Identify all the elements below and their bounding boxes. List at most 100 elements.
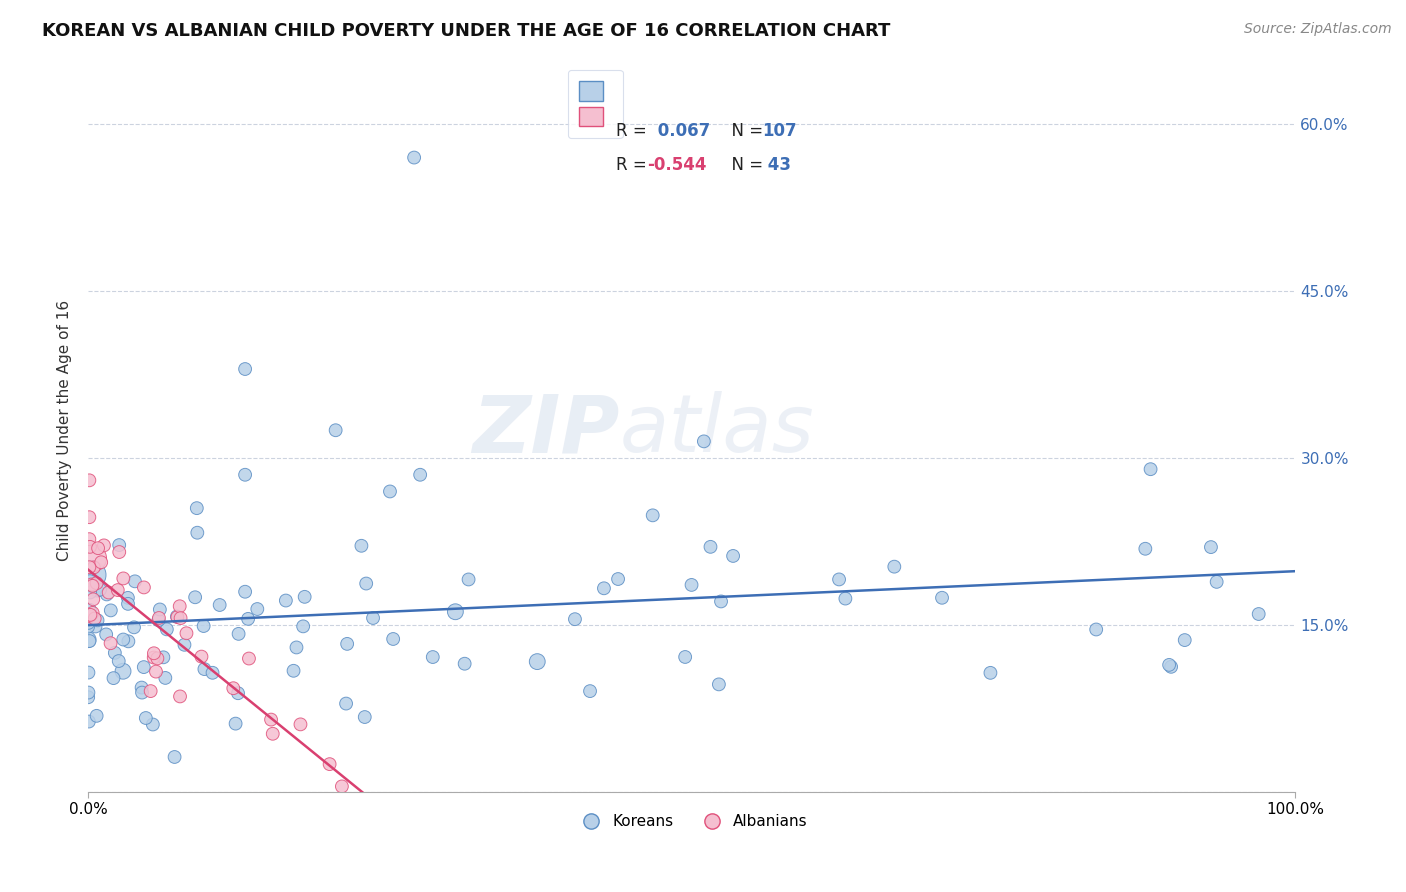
Point [201,665,224,680]
Point [1247,607,1270,621]
Point [226,686,249,700]
Point [82,579,104,593]
Point [336,637,359,651]
Point [142,646,165,660]
Point [354,576,377,591]
Point [361,611,384,625]
Point [186,501,208,516]
Point [228,627,250,641]
Point [166,609,188,624]
Point [353,710,375,724]
Point [238,651,260,665]
Point [139,684,162,698]
Point [1159,657,1181,672]
Point [350,539,373,553]
Point [176,626,198,640]
Point [80,568,103,582]
Point [262,727,284,741]
Text: 43: 43 [762,156,792,174]
Point [593,582,616,596]
Point [107,583,129,598]
Point [208,598,231,612]
Point [80,577,103,591]
Point [325,423,347,437]
Point [83,611,105,625]
Point [166,610,188,624]
Point [1205,574,1227,589]
Point [96,627,118,641]
Point [193,619,215,633]
Point [77,615,100,630]
Y-axis label: Child Poverty Under the Age of 16: Child Poverty Under the Age of 16 [58,300,72,561]
Point [79,560,101,574]
Point [222,681,245,696]
Point [77,619,100,633]
Point [444,605,467,619]
Point [124,574,146,589]
Point [89,582,111,597]
Point [117,634,139,648]
Point [84,619,107,633]
Text: -0.544: -0.544 [647,156,706,174]
Point [146,651,169,665]
Point [79,532,101,546]
Point [190,649,212,664]
Text: ZIP: ZIP [472,392,620,469]
Point [378,484,401,499]
Point [186,525,208,540]
Point [1135,541,1157,556]
Point [77,714,100,729]
Point [931,591,953,605]
Point [131,685,153,699]
Point [274,593,297,607]
Point [409,467,432,482]
Point [707,677,730,691]
Point [1139,462,1161,476]
Point [564,612,586,626]
Point [834,591,856,606]
Point [83,560,105,574]
Point [335,697,357,711]
Point [79,574,101,589]
Point [233,467,256,482]
Point [112,632,135,647]
Point [330,780,353,794]
Point [225,716,247,731]
Point [152,650,174,665]
Point [260,713,283,727]
Point [1160,660,1182,674]
Point [236,612,259,626]
Point [97,585,120,599]
Point [169,690,191,704]
Point [169,599,191,614]
Point [1199,540,1222,554]
Point [233,584,256,599]
Point [294,590,316,604]
Point [117,597,139,611]
Point [1174,633,1197,648]
Point [86,576,108,591]
Point [104,646,127,660]
Point [453,657,475,671]
Point [107,654,129,668]
Text: R =: R = [616,156,652,174]
Point [77,690,100,705]
Point [96,587,118,601]
Point [233,362,256,376]
Point [80,579,103,593]
Text: N =: N = [721,122,769,140]
Point [82,551,104,566]
Point [699,540,721,554]
Point [93,538,115,552]
Point [1085,623,1108,637]
Point [132,660,155,674]
Point [246,602,269,616]
Text: KOREAN VS ALBANIAN CHILD POVERTY UNDER THE AGE OF 16 CORRELATION CHART: KOREAN VS ALBANIAN CHILD POVERTY UNDER T… [42,22,890,40]
Point [108,545,131,559]
Point [86,709,108,723]
Point [122,620,145,634]
Point [184,591,207,605]
Point [79,609,101,624]
Point [82,592,104,607]
Point [90,555,112,569]
